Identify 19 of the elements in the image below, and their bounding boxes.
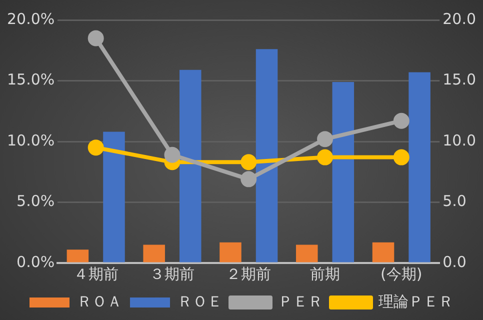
y-tick-label: 10.0% xyxy=(6,131,55,150)
x-tick-label: ４期前 xyxy=(73,264,118,283)
y2-tick-label: 5.0 xyxy=(442,192,466,210)
y-tick-label: 5.0% xyxy=(16,192,55,210)
legend-label: ＲＯＡ xyxy=(77,292,122,310)
legend-label: ＰＥＲ xyxy=(278,292,323,310)
legend-label: ＲＯＥ xyxy=(178,292,222,310)
legend-label: 理論ＰＥＲ xyxy=(378,292,454,310)
y-tick-label: 15.0% xyxy=(6,70,55,89)
y2-tick-label: 15.0 xyxy=(442,70,476,89)
y-tick-label: 0.0% xyxy=(16,252,55,271)
x-tick-label: (今期) xyxy=(380,264,422,283)
x-tick-label: ３期前 xyxy=(150,264,195,283)
y2-tick-label: 0.0 xyxy=(442,252,466,271)
y2-tick-label: 10.0 xyxy=(442,131,476,150)
x-tick-label: 前期 xyxy=(310,264,340,283)
y2-tick-label: 20.0 xyxy=(442,10,476,28)
x-tick-label: ２期前 xyxy=(226,264,272,283)
y-tick-label: 20.0% xyxy=(6,10,55,28)
